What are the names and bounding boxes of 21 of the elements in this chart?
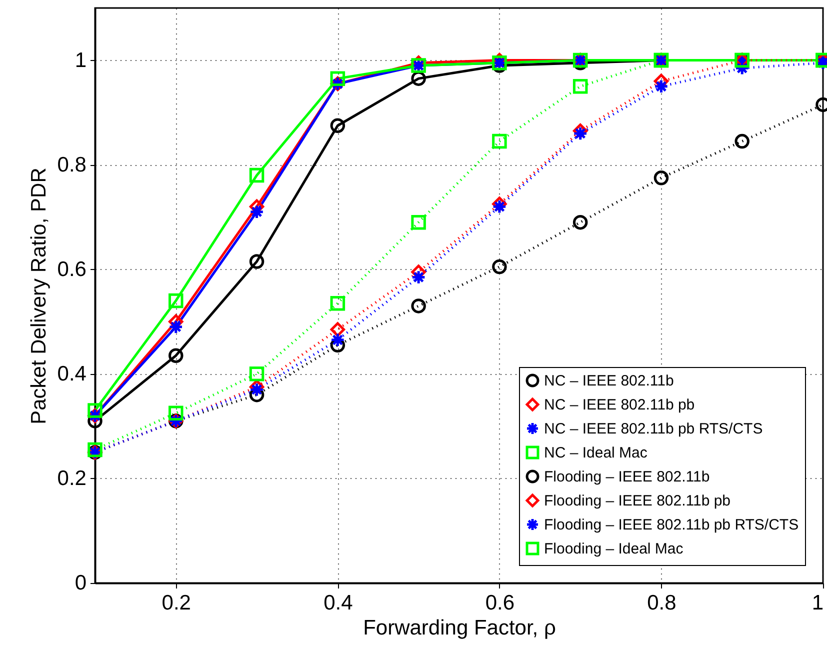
y-tick-label: 0.2	[57, 466, 86, 490]
legend-label: Flooding – Ideal Mac	[544, 540, 684, 558]
y-tick-label: 0.6	[57, 258, 86, 281]
legend-label: Flooding – IEEE 802.11b pb RTS/CTS	[544, 516, 799, 534]
x-tick-label: 0.4	[324, 592, 354, 614]
x-axis-title: Forwarding Factor, ρ	[363, 616, 556, 640]
y-tick-label: 0	[74, 572, 86, 594]
y-axis-title: Packet Delivery Ratio, PDR	[27, 168, 50, 424]
legend-label: Flooding – IEEE 802.11b pb	[544, 492, 731, 510]
y-tick-label: 0.8	[57, 153, 86, 176]
legend-label: NC – IEEE 802.11b pb	[544, 396, 695, 414]
y-tick-label: 0.4	[57, 362, 87, 386]
legend-label: NC – Ideal Mac	[544, 444, 648, 462]
legend-label: Flooding – IEEE 802.11b	[544, 468, 710, 486]
legend-label: NC – IEEE 802.11b	[544, 372, 674, 390]
y-tick-label: 1	[74, 48, 86, 72]
x-tick-label: 1	[812, 592, 824, 614]
x-tick-label: 0.6	[485, 592, 515, 614]
x-tick-label: 0.8	[647, 592, 676, 614]
x-tick-label: 0.2	[162, 592, 191, 614]
legend-label: NC – IEEE 802.11b pb RTS/CTS	[544, 420, 763, 438]
